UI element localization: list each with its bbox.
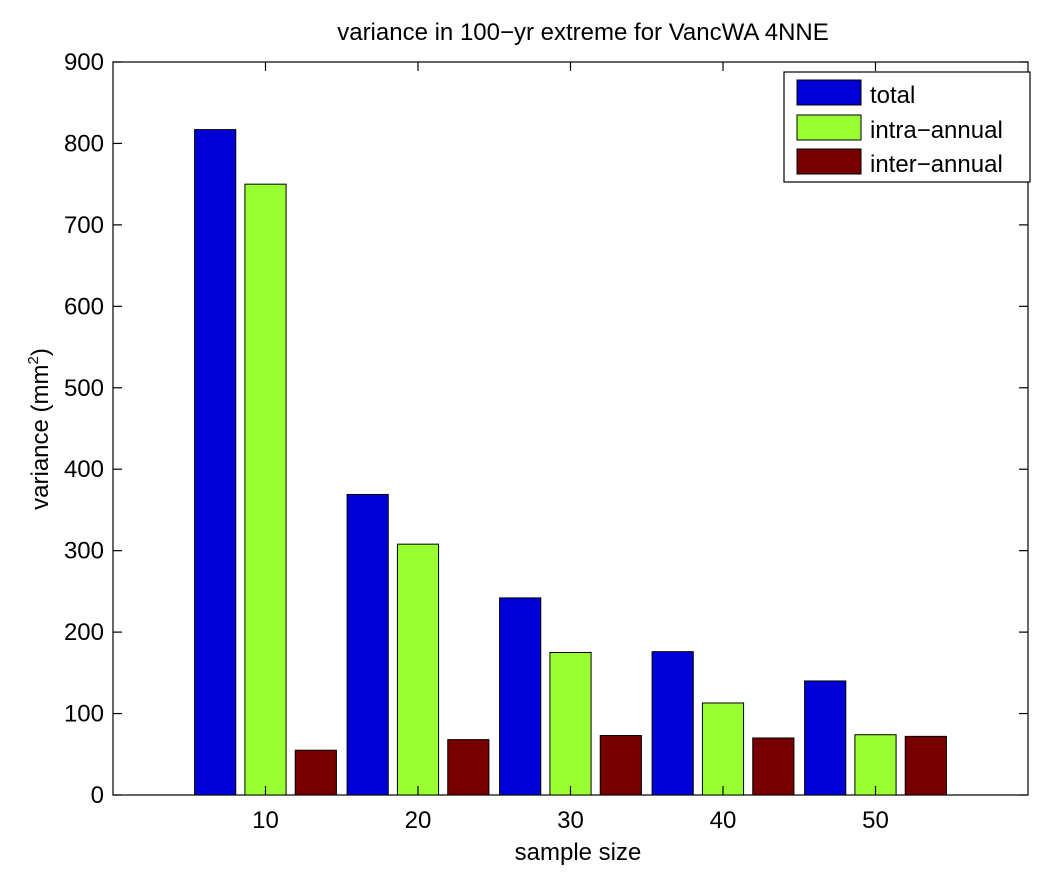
- legend-swatch-inter-annual: [796, 148, 862, 175]
- x-tick-label: 30: [557, 807, 584, 834]
- bar-inter-annual-50: [904, 735, 947, 796]
- y-tick-label: 400: [64, 456, 104, 483]
- bar-total-50: [804, 680, 847, 796]
- y-tick-label: 600: [64, 293, 104, 320]
- x-tick-label: 50: [862, 807, 889, 834]
- legend-label-inter-annual: inter−annual: [870, 151, 1003, 178]
- legend-swatch-intra-annual: [796, 114, 862, 141]
- legend: total intra−annual inter−annual: [783, 71, 1031, 183]
- bar-total-30: [499, 597, 542, 796]
- x-tick-label: 40: [710, 807, 737, 834]
- y-tick-label: 800: [64, 130, 104, 157]
- bar-inter-annual-30: [599, 735, 642, 796]
- y-tick-label: 900: [64, 49, 104, 76]
- y-tick-label: 500: [64, 375, 104, 402]
- y-tick-label: 200: [64, 619, 104, 646]
- bar-inter-annual-10: [294, 749, 337, 796]
- bar-inter-annual-40: [752, 737, 795, 796]
- bar-total-10: [194, 129, 237, 796]
- y-tick-label: 300: [64, 538, 104, 565]
- bar-intra-annual-20: [396, 543, 440, 796]
- bar-total-40: [651, 651, 694, 796]
- bar-intra-annual-50: [854, 734, 897, 796]
- y-tick-label: 700: [64, 212, 104, 239]
- bar-inter-annual-20: [447, 739, 490, 796]
- x-tick-label: 20: [405, 807, 432, 834]
- y-tick-label: 0: [91, 782, 104, 809]
- y-axis-label-superscript: 2: [25, 356, 42, 364]
- y-axis-label-close: ): [27, 348, 54, 356]
- bar-intra-annual-40: [701, 702, 745, 796]
- y-tick-label: 100: [64, 701, 104, 728]
- chart-title: variance in 100−yr extreme for VancWA 4N…: [337, 19, 829, 46]
- legend-label-total: total: [870, 82, 915, 109]
- x-axis-label: sample size: [515, 839, 642, 866]
- legend-label-intra-annual: intra−annual: [870, 117, 1003, 144]
- y-axis: 0 100 200 300 400 500 600 700 800 900: [64, 49, 1028, 809]
- bar-intra-annual-10: [244, 183, 287, 796]
- y-axis-label-main: variance (mm: [27, 364, 54, 509]
- bar-total-20: [346, 493, 389, 796]
- y-axis-label: variance (mm2): [25, 348, 54, 510]
- bars-layer: [194, 129, 947, 796]
- x-axis: 10 20 30 40 50: [252, 62, 889, 834]
- x-tick-label: 10: [252, 807, 279, 834]
- bar-intra-annual-30: [549, 651, 592, 796]
- legend-swatch-total: [796, 79, 862, 106]
